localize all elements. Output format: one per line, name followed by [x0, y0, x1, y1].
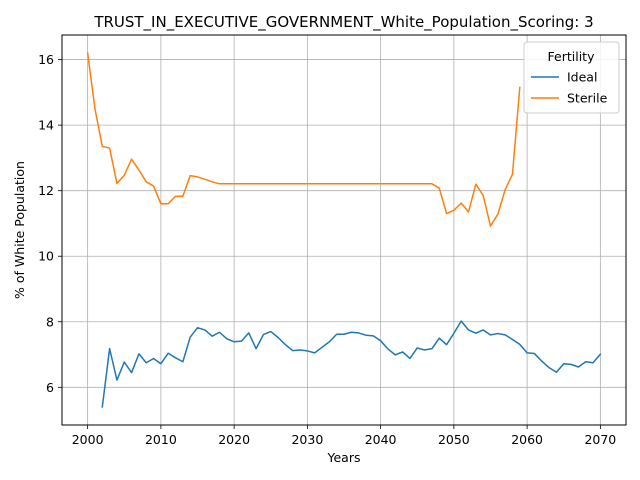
x-tick-label: 2070 [584, 432, 616, 447]
x-tick-label: 2010 [145, 432, 177, 447]
series-line-sterile [86, 52, 521, 227]
series-line-ideal [101, 320, 602, 408]
y-tick-label: 8 [46, 314, 54, 329]
series-layer [86, 52, 602, 408]
y-tick-label: 6 [46, 380, 54, 395]
y-tick-label: 10 [38, 249, 54, 264]
y-axis-title: % of White Population [12, 161, 27, 299]
x-tick-label: 2030 [291, 432, 323, 447]
chart-title: TRUST_IN_EXECUTIVE_GOVERNMENT_White_Popu… [93, 13, 593, 32]
legend-label-ideal: Ideal [567, 70, 597, 85]
y-tick-label: 16 [38, 52, 54, 67]
legend-title: Fertility [548, 49, 596, 64]
y-tick-label: 12 [38, 183, 54, 198]
axis-ticks: 2000 2010 2020 2030 2040 2050 2060 2070 6 8 10 12 14… [38, 52, 616, 447]
x-tick-label: 2020 [218, 432, 250, 447]
plot-frame [61, 34, 627, 426]
legend: Fertility Ideal Sterile [523, 41, 620, 114]
x-tick-label: 2050 [438, 432, 470, 447]
legend-label-sterile: Sterile [567, 91, 608, 106]
x-tick-label: 2000 [72, 432, 104, 447]
x-tick-label: 2040 [365, 432, 397, 447]
x-axis-title: Years [327, 450, 361, 465]
y-tick-label: 14 [38, 118, 54, 133]
x-tick-label: 2060 [511, 432, 543, 447]
legend-box [523, 41, 620, 114]
